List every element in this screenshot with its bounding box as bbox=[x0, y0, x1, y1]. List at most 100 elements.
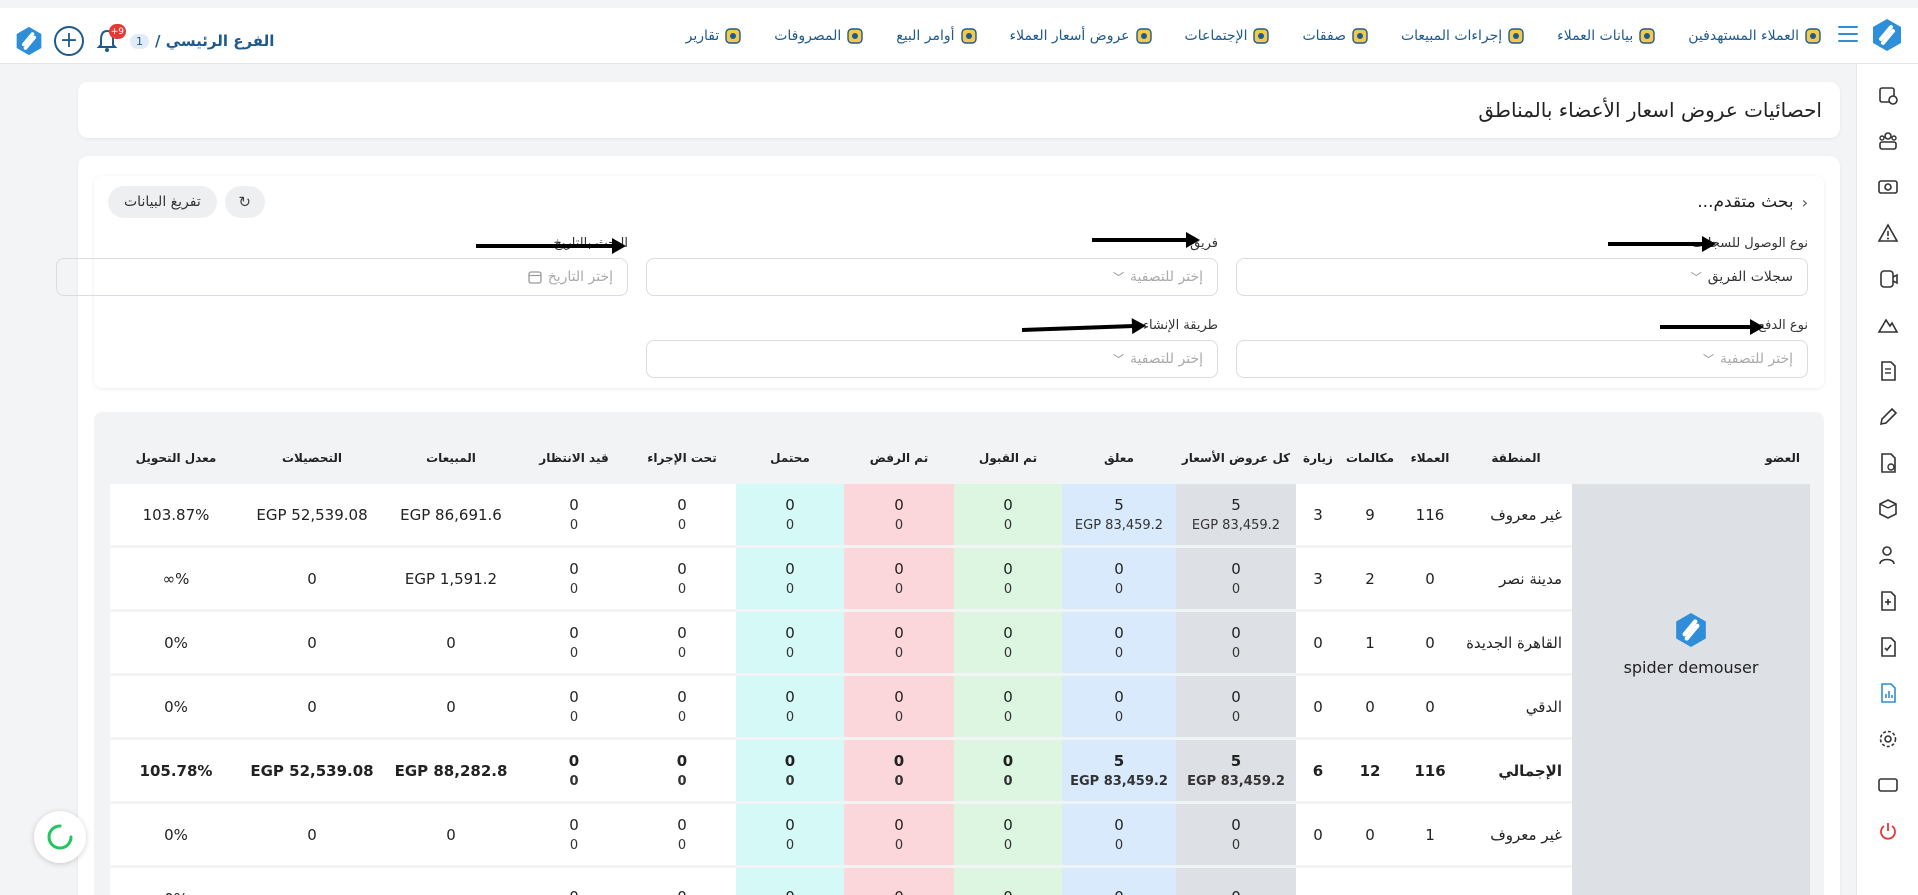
cell-prob-amount: 0 bbox=[785, 774, 795, 789]
cell-pend-amount: EGP 83,459.2 bbox=[1074, 518, 1164, 533]
payment-type-select[interactable]: إختر للتصفية ﹀ bbox=[1236, 340, 1808, 378]
sidebar-user-settings-icon[interactable] bbox=[1876, 543, 1900, 567]
nav-item-4[interactable]: الإجتماعات bbox=[1185, 27, 1271, 45]
refresh-button[interactable]: ↻ bbox=[224, 186, 265, 218]
sidebar-team-icon[interactable] bbox=[1876, 129, 1900, 153]
cell-wait-amount: 0 bbox=[569, 518, 579, 533]
cell-pend-amount: 0 bbox=[1114, 582, 1124, 597]
col-in-progress: تحت الإجراء bbox=[647, 451, 717, 465]
cell-customers: 116 bbox=[1400, 484, 1460, 548]
cell-prog-count: 0 bbox=[676, 752, 688, 770]
page-title: احصائيات عروض اسعار الأعضاء بالمناطق bbox=[1478, 98, 1822, 122]
sidebar-document-check-icon[interactable] bbox=[1876, 635, 1900, 659]
cell-prob-count: 0 bbox=[785, 688, 795, 706]
advanced-search-label: بحث متقدم... bbox=[1697, 192, 1794, 212]
branch-selector[interactable]: الفرع الرئيسي / 1 bbox=[130, 32, 274, 50]
sidebar-power-icon[interactable] bbox=[1876, 819, 1900, 843]
date-input[interactable]: إختر التاريخ bbox=[56, 258, 628, 296]
cell-rej-amount: 0 bbox=[894, 774, 904, 789]
menu-toggle-icon[interactable] bbox=[1838, 26, 1858, 42]
cell-acc-count: 0 bbox=[1003, 624, 1013, 642]
col-visits: زيارة bbox=[1303, 451, 1333, 465]
cell-prob-count: 0 bbox=[785, 816, 795, 834]
cell-wait-count: 0 bbox=[569, 816, 579, 834]
cell-wait-count: 0 bbox=[568, 752, 580, 770]
team-select[interactable]: إختر للتصفية ﹀ bbox=[646, 258, 1218, 296]
cell-sales: EGP 1,591.2 bbox=[382, 548, 520, 612]
nav-item-6[interactable]: أوامر البيع bbox=[896, 27, 977, 45]
reports-icon bbox=[724, 27, 742, 45]
cell-pend: 5 EGP 83,459.2 bbox=[1062, 484, 1176, 548]
customer-data-icon bbox=[1638, 27, 1656, 45]
nav-item-0[interactable]: العملاء المستهدفين bbox=[1688, 27, 1822, 45]
cell-sales: 0 bbox=[382, 612, 520, 676]
cell-prob-amount: 0 bbox=[785, 518, 795, 533]
annotation-arrow bbox=[476, 238, 626, 254]
page-header: احصائيات عروض اسعار الأعضاء بالمناطق bbox=[78, 82, 1840, 138]
cell-region: غير معروف bbox=[1460, 484, 1572, 548]
col-rejected: تم الرفض bbox=[869, 451, 929, 465]
nav-item-8[interactable]: تقارير bbox=[686, 27, 743, 45]
access-type-select[interactable]: سجلات الفريق ﹀ bbox=[1236, 258, 1808, 296]
cell-customers bbox=[1400, 868, 1460, 895]
nav-item-7[interactable]: المصروفات bbox=[774, 27, 864, 45]
sidebar-invoice-icon[interactable] bbox=[1876, 359, 1900, 383]
cell-wait-count: 0 bbox=[569, 688, 579, 706]
creation-method-select[interactable]: إختر للتصفية ﹀ bbox=[646, 340, 1218, 378]
sidebar-wallet-icon[interactable] bbox=[1876, 83, 1900, 107]
cell-coll: 0 bbox=[242, 804, 382, 868]
nav-item-3[interactable]: صفقات bbox=[1302, 27, 1369, 45]
member-name: spider demouser bbox=[1623, 657, 1759, 677]
nav-item-5[interactable]: عروض أسعار العملاء bbox=[1010, 27, 1153, 45]
sidebar-add-document-icon[interactable] bbox=[1876, 589, 1900, 613]
cell-region: غير معروف bbox=[1460, 804, 1572, 868]
target-users-icon bbox=[1804, 27, 1822, 45]
cell-prog-count: 0 bbox=[677, 688, 687, 706]
app-logo-icon[interactable] bbox=[1870, 18, 1904, 52]
deals-icon bbox=[1351, 27, 1369, 45]
sidebar-document-settings-icon[interactable] bbox=[1876, 451, 1900, 475]
cell-pend-amount: 0 bbox=[1114, 710, 1124, 725]
sidebar-video-icon[interactable] bbox=[1876, 267, 1900, 291]
cell-wait-count: 0 bbox=[569, 624, 579, 642]
payment-type-label: نوع الدفع bbox=[1758, 318, 1808, 333]
sidebar-gear-icon[interactable] bbox=[1876, 727, 1900, 751]
filters-panel: ‹ بحث متقدم... تفريغ البيانات ↻ نوع الوص… bbox=[56, 176, 1824, 388]
cell-rej-count: 0 bbox=[894, 496, 904, 514]
cell-prog-amount: 0 bbox=[677, 518, 687, 533]
cell-all-amount: EGP 83,459.2 bbox=[1187, 774, 1285, 789]
cell-rej-amount: 0 bbox=[894, 582, 904, 597]
nav-item-label: عروض أسعار العملاء bbox=[1009, 28, 1130, 44]
sidebar-money-icon[interactable] bbox=[1876, 175, 1900, 199]
cell-visits bbox=[1296, 868, 1340, 895]
creation-method-placeholder: إختر للتصفية bbox=[1129, 351, 1203, 367]
cell-all-amount: 0 bbox=[1231, 582, 1241, 597]
col-conversion: معدل التحويل bbox=[135, 451, 217, 465]
cell-rej-count: 0 bbox=[894, 688, 904, 706]
advanced-search-toggle[interactable]: ‹ بحث متقدم... bbox=[1697, 192, 1808, 212]
sidebar-pen-icon[interactable] bbox=[1876, 405, 1900, 429]
sidebar-window-icon[interactable] bbox=[1876, 773, 1900, 797]
secondary-logo-icon[interactable] bbox=[14, 26, 44, 56]
sidebar-box-icon[interactable] bbox=[1876, 497, 1900, 521]
sidebar-warning-icon[interactable] bbox=[1876, 221, 1900, 245]
sidebar-statistics-icon[interactable] bbox=[1876, 681, 1900, 705]
notifications-bell[interactable]: +9 bbox=[94, 24, 126, 54]
creation-method-label: طريقة الإنشاء bbox=[1142, 318, 1218, 333]
col-calls: مكالمات bbox=[1345, 451, 1395, 465]
clear-data-button[interactable]: تفريغ البيانات bbox=[108, 186, 217, 218]
nav-item-2[interactable]: إجراءات المبيعات bbox=[1401, 27, 1525, 45]
add-button[interactable]: + bbox=[54, 26, 84, 56]
nav-item-1[interactable]: بيانات العملاء bbox=[1557, 27, 1656, 45]
sidebar-mountain-icon[interactable] bbox=[1876, 313, 1900, 337]
